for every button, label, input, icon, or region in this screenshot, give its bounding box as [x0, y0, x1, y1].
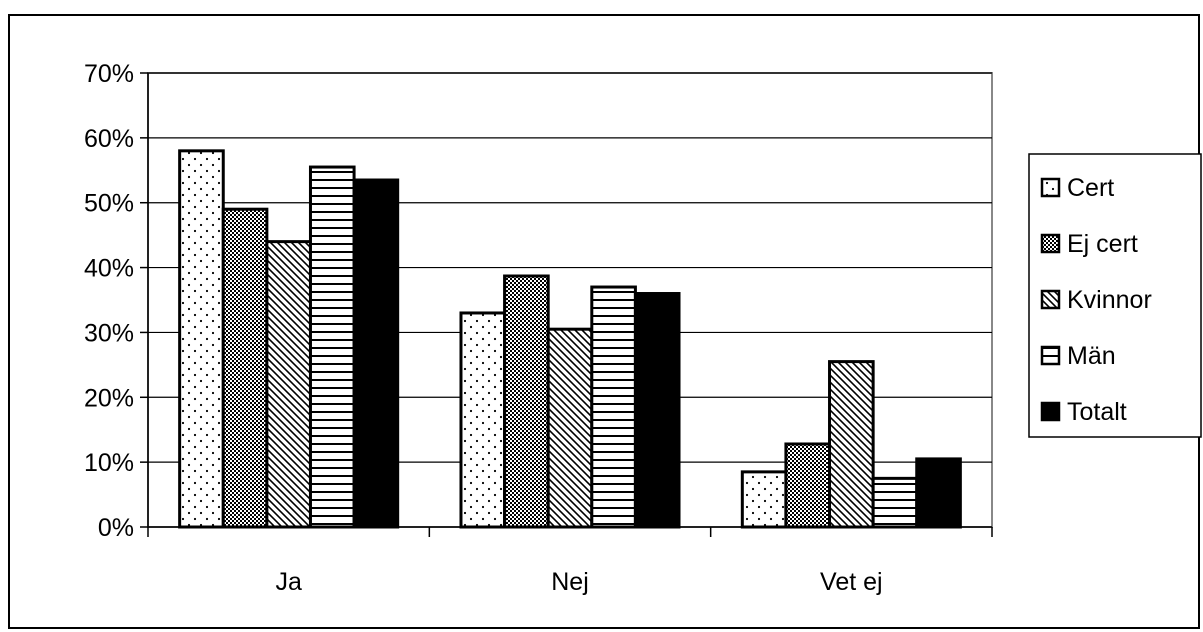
bar	[459, 311, 507, 529]
bar	[740, 470, 788, 529]
legend-label: Cert	[1067, 174, 1114, 202]
legend-label: Ej cert	[1067, 230, 1138, 258]
bar	[503, 274, 550, 529]
legend-label: Totalt	[1067, 398, 1127, 426]
axes: 0% 10% 20% 30% 40% 50% 60% 70% Ja Nej Vet ej	[84, 60, 993, 596]
legend-label: Män	[1067, 342, 1116, 370]
y-tick-label: 50%	[84, 190, 134, 218]
x-tick-label: Vet ej	[820, 568, 883, 596]
bar	[590, 285, 637, 529]
bar	[871, 476, 919, 529]
bar	[221, 207, 269, 529]
bar	[352, 178, 400, 529]
legend-swatch	[1040, 233, 1061, 254]
x-tick-label: Nej	[551, 568, 589, 596]
y-tick-label: 10%	[84, 449, 134, 477]
y-tick-label: 40%	[84, 255, 134, 283]
y-tick-label: 60%	[84, 125, 134, 153]
bar	[178, 149, 225, 529]
bar	[633, 292, 681, 529]
legend-swatch	[1040, 289, 1061, 310]
y-tick-label: 20%	[84, 384, 134, 412]
legend-swatch	[1040, 345, 1061, 366]
legend-swatch	[1040, 177, 1061, 198]
bar	[784, 442, 832, 529]
y-tick-label: 30%	[84, 319, 134, 347]
bar	[265, 240, 312, 529]
legend: Cert Ej cert Kvinnor Män Totalt	[1028, 153, 1202, 438]
bar	[308, 165, 356, 529]
bars	[178, 149, 962, 529]
y-tick-label: 70%	[84, 60, 134, 88]
legend-swatch	[1040, 401, 1061, 422]
legend-label: Kvinnor	[1067, 286, 1152, 314]
x-tick-label: Ja	[275, 568, 302, 596]
bar	[915, 457, 962, 529]
bar	[546, 327, 594, 529]
y-tick-label: 0%	[98, 514, 134, 542]
bar	[828, 360, 875, 529]
